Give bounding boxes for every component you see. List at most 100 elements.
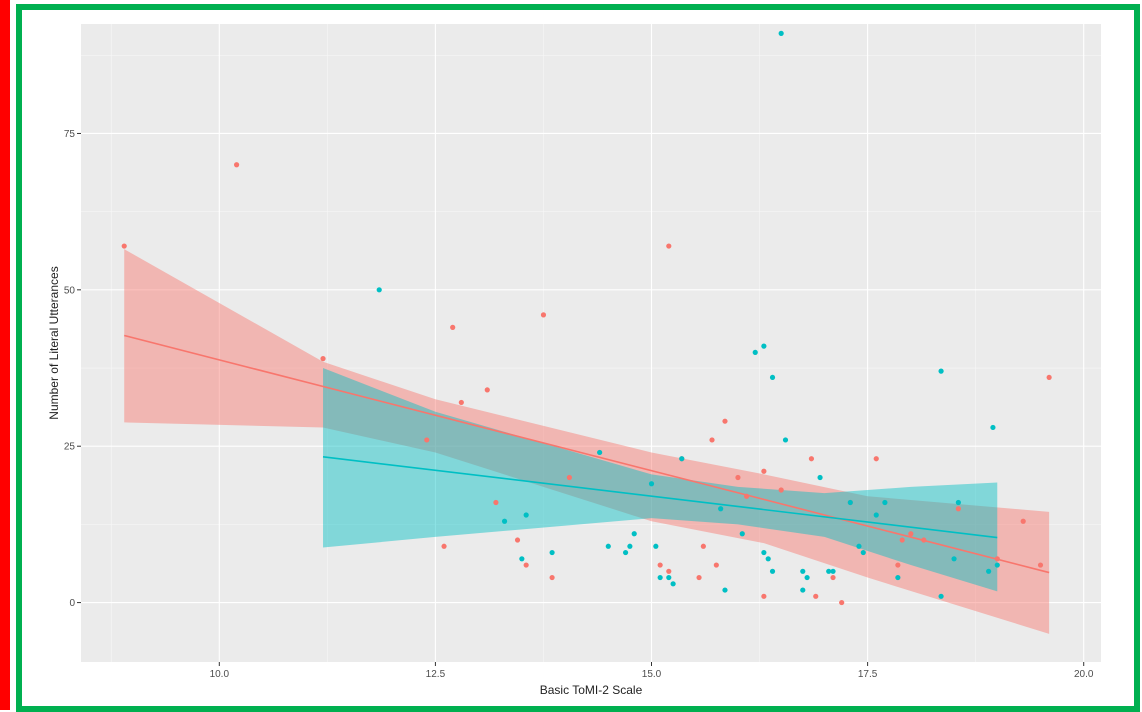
data-point-series-1 xyxy=(778,487,784,493)
data-point-series-2 xyxy=(986,568,992,574)
data-point-series-1 xyxy=(994,556,1000,562)
data-point-series-1 xyxy=(839,599,845,606)
data-point-series-2 xyxy=(955,499,961,506)
x-axis-title: Basic ToMI-2 Scale xyxy=(540,683,643,697)
data-point-series-1 xyxy=(696,574,702,581)
plot-panel xyxy=(81,24,1101,662)
data-point-series-2 xyxy=(994,562,1000,568)
data-point-series-2 xyxy=(847,499,853,506)
fit-line-1 xyxy=(124,334,1050,574)
data-point-series-1 xyxy=(1046,374,1052,381)
y-tick-label: 25 xyxy=(64,442,76,453)
data-point-series-2 xyxy=(648,481,655,487)
data-point-series-2 xyxy=(778,30,784,36)
data-point-series-1 xyxy=(1020,518,1026,524)
data-point-series-1 xyxy=(808,456,815,462)
data-point-series-2 xyxy=(856,543,862,549)
data-point-series-2 xyxy=(769,374,776,381)
data-point-series-2 xyxy=(718,506,724,512)
data-point-series-1 xyxy=(735,474,741,481)
y-tick-label: 50 xyxy=(64,285,76,296)
data-point-series-1 xyxy=(722,418,728,424)
data-point-series-2 xyxy=(622,549,629,556)
data-point-series-2 xyxy=(679,456,685,462)
y-axis-title: Number of Literal Utterances xyxy=(47,266,61,419)
data-point-series-1 xyxy=(709,437,715,443)
data-point-series-2 xyxy=(873,512,879,518)
data-point-series-2 xyxy=(523,512,529,518)
data-point-series-2 xyxy=(769,568,776,574)
data-point-series-1 xyxy=(830,574,836,581)
data-point-series-2 xyxy=(631,531,637,537)
data-points xyxy=(121,30,1052,606)
fit-lines xyxy=(124,334,1050,574)
data-point-series-1 xyxy=(713,562,719,568)
data-point-series-1 xyxy=(899,537,905,543)
data-point-series-2 xyxy=(722,587,728,593)
data-point-series-2 xyxy=(376,287,382,293)
data-point-series-2 xyxy=(804,574,810,581)
data-point-series-2 xyxy=(938,593,944,599)
confidence-band-2 xyxy=(323,368,998,592)
data-point-series-2 xyxy=(666,574,672,581)
data-point-series-1 xyxy=(450,324,456,330)
data-point-series-1 xyxy=(424,437,430,443)
data-point-series-1 xyxy=(514,537,521,543)
data-point-series-1 xyxy=(484,387,490,393)
data-point-series-1 xyxy=(540,312,547,318)
data-point-series-2 xyxy=(990,424,996,431)
major-gridlines xyxy=(81,24,1101,662)
data-point-series-2 xyxy=(670,581,676,587)
data-point-series-2 xyxy=(761,343,767,349)
data-point-series-1 xyxy=(121,243,127,249)
x-tick-label: 15.0 xyxy=(642,669,662,680)
data-point-series-2 xyxy=(761,549,767,556)
data-point-series-1 xyxy=(955,506,961,512)
fit-line-2 xyxy=(322,456,998,539)
data-point-series-1 xyxy=(458,399,464,406)
data-point-series-2 xyxy=(782,437,789,443)
data-point-series-1 xyxy=(666,568,672,574)
x-tick-label: 20.0 xyxy=(1074,669,1094,680)
left-red-bar xyxy=(0,0,10,710)
data-point-series-1 xyxy=(813,593,819,599)
x-tick-label: 12.5 xyxy=(426,669,446,680)
data-point-series-1 xyxy=(908,531,914,537)
data-point-series-2 xyxy=(830,568,836,574)
data-point-series-2 xyxy=(826,568,832,574)
data-point-series-2 xyxy=(817,474,823,481)
data-point-series-1 xyxy=(493,499,499,506)
data-point-series-2 xyxy=(653,543,659,549)
data-point-series-1 xyxy=(657,562,663,568)
data-point-series-1 xyxy=(873,456,879,462)
data-point-series-1 xyxy=(1037,562,1044,568)
data-point-series-2 xyxy=(882,499,888,506)
data-point-series-2 xyxy=(938,368,944,374)
x-tick-label: 10.0 xyxy=(210,669,230,680)
y-tick-label: 0 xyxy=(69,598,75,609)
data-point-series-2 xyxy=(519,556,525,562)
data-point-series-2 xyxy=(597,449,603,456)
data-point-series-1 xyxy=(441,543,447,549)
data-point-series-2 xyxy=(765,556,771,562)
data-point-series-2 xyxy=(752,349,758,355)
data-point-series-2 xyxy=(739,531,745,537)
data-point-series-1 xyxy=(666,243,672,249)
data-point-series-1 xyxy=(700,543,706,549)
data-point-series-2 xyxy=(501,518,508,524)
y-tick-label: 75 xyxy=(64,129,76,140)
data-point-series-1 xyxy=(761,468,767,474)
data-point-series-2 xyxy=(800,587,806,593)
confidence-bands xyxy=(124,249,1050,634)
axis-ticks xyxy=(77,132,1085,666)
data-point-series-2 xyxy=(951,556,957,562)
data-point-series-2 xyxy=(657,574,663,581)
data-point-series-2 xyxy=(800,568,806,574)
data-point-series-1 xyxy=(549,574,555,581)
data-point-series-1 xyxy=(566,474,572,481)
x-tick-label: 17.5 xyxy=(858,669,878,680)
data-point-series-1 xyxy=(761,593,767,599)
data-point-series-2 xyxy=(860,549,866,556)
data-point-series-1 xyxy=(895,562,901,568)
